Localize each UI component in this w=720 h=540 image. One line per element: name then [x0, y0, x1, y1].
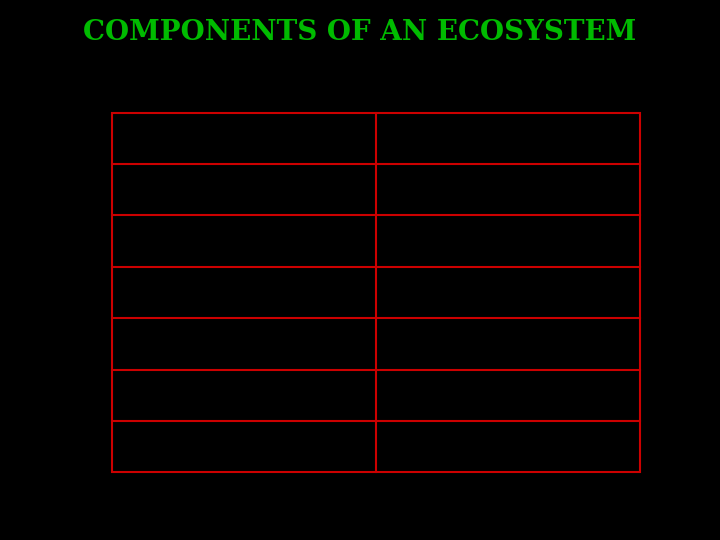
Bar — [112, 113, 639, 473]
Text: COMPONENTS OF AN ECOSYSTEM: COMPONENTS OF AN ECOSYSTEM — [84, 19, 636, 46]
